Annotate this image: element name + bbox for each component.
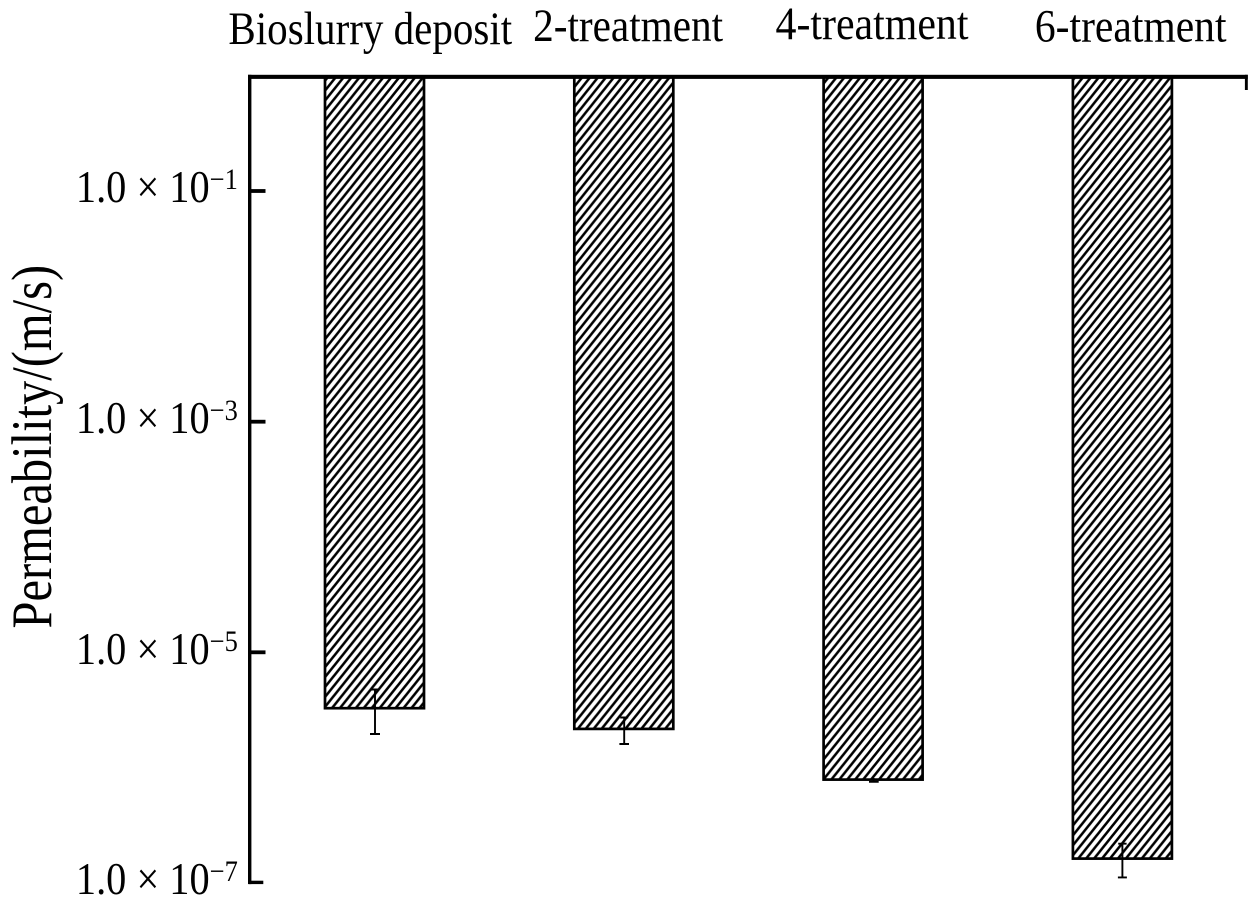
svg-text:1.0 × 10−5: 1.0 × 10−5 [76,625,238,674]
svg-text:2-treatment: 2-treatment [533,0,724,52]
svg-text:Permeability/(m/s): Permeability/(m/s) [1,265,64,629]
svg-text:1.0 × 10−3: 1.0 × 10−3 [76,394,238,443]
svg-text:Bioslurry deposit: Bioslurry deposit [228,2,512,54]
svg-text:1.0 × 10−1: 1.0 × 10−1 [76,163,238,212]
svg-text:4-treatment: 4-treatment [776,0,970,49]
svg-text:6-treatment: 6-treatment [1035,0,1227,52]
svg-text:1.0 × 10−7: 1.0 × 10−7 [76,855,238,904]
